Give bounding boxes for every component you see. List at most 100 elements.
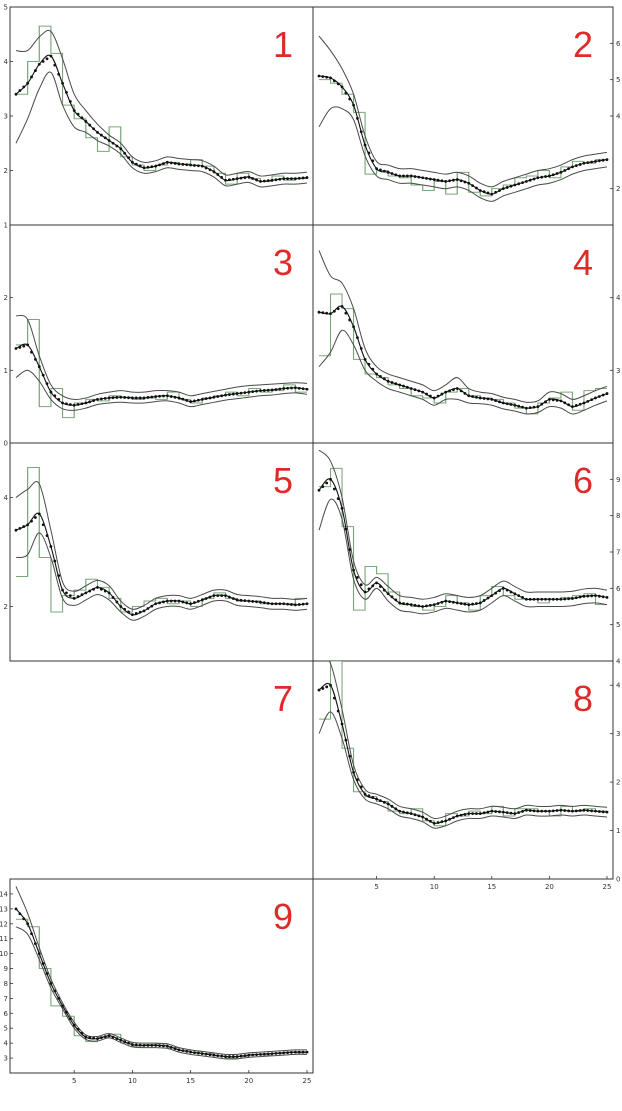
mean-point: [409, 387, 413, 390]
confidence-band-upper: [15, 481, 308, 610]
mean-point: [266, 179, 270, 183]
mean-point: [282, 1051, 286, 1055]
mean-point: [177, 162, 181, 166]
mean-point: [428, 394, 432, 398]
mean-point: [34, 358, 37, 361]
mean-point: [521, 596, 524, 599]
mean-point: [444, 180, 448, 183]
mean-point: [68, 403, 72, 406]
mean-point: [14, 92, 18, 96]
y-tick-label: 11: [0, 935, 8, 943]
mean-point: [475, 186, 478, 190]
mean-point: [417, 389, 421, 393]
mean-point: [359, 583, 363, 587]
mean-point: [278, 387, 282, 391]
mean-point: [571, 405, 574, 409]
mean-point: [524, 808, 528, 812]
mean-point: [448, 179, 451, 183]
x-tick-label: 25: [603, 883, 612, 891]
mean-point: [501, 187, 505, 191]
mean-point: [467, 394, 471, 398]
mean-point: [231, 392, 235, 396]
mean-point: [162, 394, 165, 398]
histogram-steps: [16, 25, 307, 185]
mean-point: [65, 90, 68, 94]
mean-point: [386, 592, 390, 596]
mean-point: [521, 809, 524, 813]
mean-point: [517, 404, 521, 408]
mean-point: [601, 158, 605, 162]
plot-area: [14, 886, 309, 1060]
mean-point: [181, 1049, 185, 1053]
mean-point: [425, 817, 428, 821]
mean-point: [53, 63, 57, 67]
x-tick-label: 5: [374, 883, 378, 891]
mean-point: [367, 362, 371, 366]
mean-point: [594, 160, 597, 163]
mean-point: [359, 130, 363, 134]
mean-point: [57, 996, 61, 1000]
mean-point: [379, 799, 382, 803]
mean-point: [390, 381, 394, 384]
mean-point: [127, 1041, 130, 1045]
mean-point: [286, 602, 289, 606]
mean-point: [321, 311, 325, 315]
mean-point: [336, 497, 340, 501]
mean-point: [305, 176, 309, 179]
mean-point: [165, 599, 169, 603]
confidence-band-upper: [328, 661, 608, 820]
mean-point: [494, 810, 498, 813]
mean-point: [548, 398, 551, 401]
mean-point: [247, 599, 251, 603]
mean-point: [321, 687, 325, 690]
mean-point: [131, 396, 134, 400]
mean-point: [563, 597, 567, 601]
mean-point: [41, 962, 45, 965]
mean-point: [521, 181, 524, 185]
mean-point: [436, 602, 440, 605]
mean-point: [540, 402, 544, 406]
mean-point: [578, 402, 582, 406]
confidence-band-upper: [318, 449, 608, 600]
mean-point: [597, 395, 601, 398]
mean-point: [88, 589, 92, 593]
mean-point: [68, 594, 72, 597]
mean-point: [247, 175, 251, 179]
mean-point: [409, 812, 413, 815]
mean-point: [224, 178, 227, 182]
mean-point: [540, 175, 544, 179]
mean-point: [111, 596, 115, 599]
mean-point: [150, 1043, 154, 1047]
x-tick-label: 15: [186, 1077, 195, 1085]
mean-point: [49, 390, 53, 394]
mean-point: [30, 519, 33, 523]
mean-point: [425, 392, 428, 396]
mean-point: [274, 178, 278, 182]
mean-point: [286, 386, 289, 390]
y-tick-label: 2: [616, 779, 620, 787]
mean-point: [421, 605, 425, 608]
mean-point: [574, 809, 578, 813]
mean-point: [146, 396, 150, 399]
mean-point: [467, 603, 471, 607]
mean-point: [37, 512, 41, 516]
mean-point: [567, 167, 570, 171]
mean-point: [26, 922, 30, 926]
mean-point: [590, 809, 594, 813]
mean-point: [440, 179, 444, 183]
mean-point: [158, 601, 161, 605]
mean-point: [18, 526, 22, 530]
mean-point: [138, 610, 142, 614]
mean-point: [146, 607, 150, 610]
mean-point: [154, 164, 158, 168]
mean-point: [405, 174, 409, 178]
mean-point: [173, 162, 177, 165]
mean-point: [228, 595, 231, 599]
mean-point: [336, 307, 340, 311]
mean-point: [440, 392, 444, 396]
mean-point: [348, 97, 352, 101]
mean-point: [340, 304, 344, 308]
mean-point: [30, 932, 33, 936]
mean-point: [68, 100, 72, 103]
mean-point: [536, 405, 540, 409]
